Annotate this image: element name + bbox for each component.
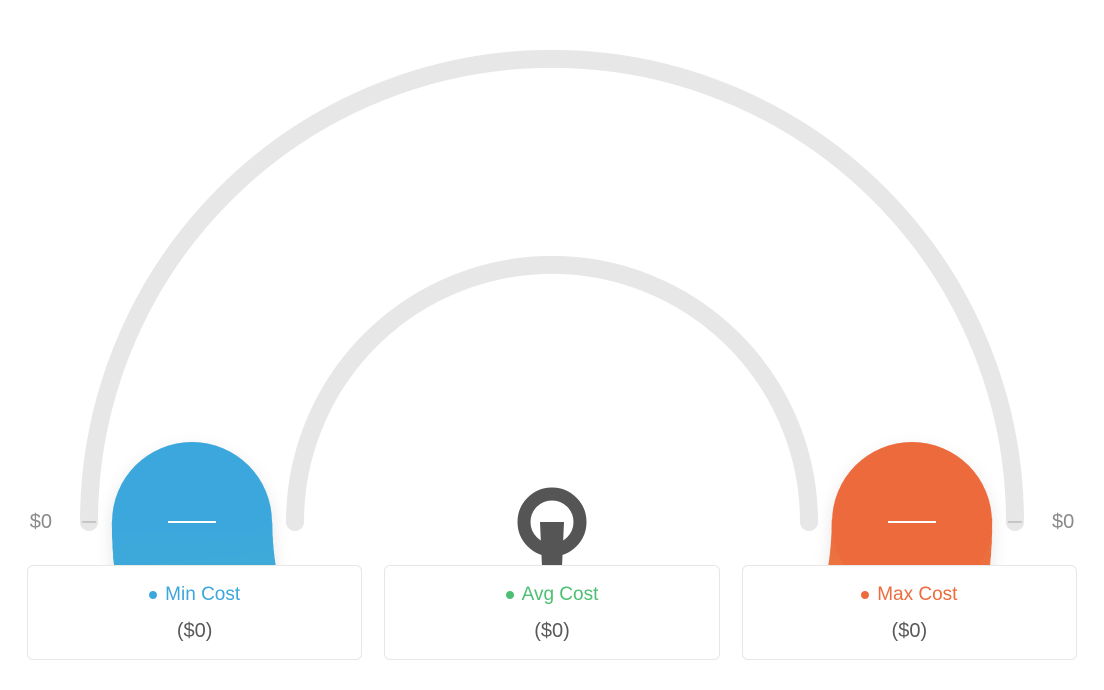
legend-label-max: Max Cost — [877, 584, 957, 606]
legend-label-min: Min Cost — [165, 584, 240, 606]
gauge-svg: $0$0$0$0$0$0$0 — [0, 0, 1104, 565]
chart-container: $0$0$0$0$0$0$0 Min Cost ($0) Avg Cost ($… — [0, 0, 1104, 690]
legend-header: Avg Cost — [506, 584, 599, 606]
gauge-area: $0$0$0$0$0$0$0 — [0, 0, 1104, 565]
gauge-tick-label: $0 — [1052, 511, 1074, 533]
legend-value-max: ($0) — [892, 620, 928, 643]
legend-label-avg: Avg Cost — [522, 584, 599, 606]
legend-card-avg: Avg Cost ($0) — [384, 565, 719, 660]
legend-header: Min Cost — [149, 584, 240, 606]
legend-value-min: ($0) — [177, 620, 213, 643]
gauge-tick-label: $0 — [30, 511, 52, 533]
legend-dot-min — [149, 591, 157, 599]
legend-card-max: Max Cost ($0) — [742, 565, 1077, 660]
legend-card-min: Min Cost ($0) — [27, 565, 362, 660]
legend-row: Min Cost ($0) Avg Cost ($0) Max Cost ($0… — [27, 565, 1077, 660]
legend-header: Max Cost — [861, 584, 957, 606]
legend-dot-max — [861, 591, 869, 599]
legend-dot-avg — [506, 591, 514, 599]
legend-value-avg: ($0) — [534, 620, 570, 643]
